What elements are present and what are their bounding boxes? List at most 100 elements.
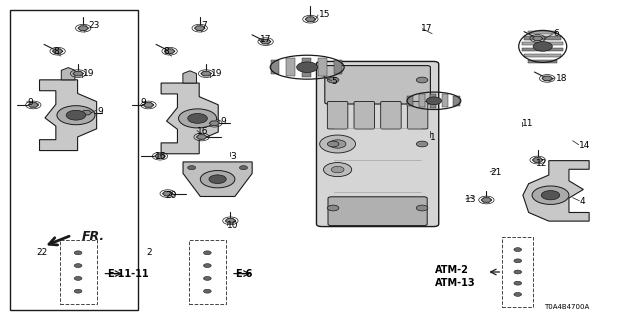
Circle shape bbox=[179, 109, 216, 128]
Polygon shape bbox=[73, 71, 83, 76]
Polygon shape bbox=[52, 49, 63, 53]
Circle shape bbox=[328, 205, 339, 211]
Text: 12: 12 bbox=[536, 159, 548, 168]
Text: 23: 23 bbox=[88, 21, 100, 30]
Text: 14: 14 bbox=[579, 141, 591, 150]
Text: 20: 20 bbox=[165, 191, 177, 200]
Text: 16: 16 bbox=[197, 127, 209, 136]
Circle shape bbox=[74, 276, 82, 280]
Circle shape bbox=[204, 289, 211, 293]
Text: ATM-2: ATM-2 bbox=[435, 265, 469, 276]
Polygon shape bbox=[28, 103, 38, 107]
FancyBboxPatch shape bbox=[327, 101, 348, 129]
Text: 19: 19 bbox=[83, 69, 95, 78]
Circle shape bbox=[532, 186, 569, 204]
Bar bbox=[60, 240, 97, 304]
Circle shape bbox=[209, 175, 227, 183]
Bar bbox=[522, 48, 563, 51]
Text: 11: 11 bbox=[522, 119, 533, 128]
Polygon shape bbox=[260, 39, 271, 44]
Text: 4: 4 bbox=[580, 197, 586, 206]
Bar bbox=[407, 96, 413, 106]
FancyBboxPatch shape bbox=[328, 197, 428, 226]
Text: 13: 13 bbox=[465, 196, 477, 204]
Bar bbox=[302, 58, 311, 77]
Bar bbox=[453, 96, 460, 106]
Circle shape bbox=[514, 281, 522, 285]
Polygon shape bbox=[164, 49, 175, 53]
Circle shape bbox=[329, 140, 346, 148]
Circle shape bbox=[204, 251, 211, 255]
Circle shape bbox=[323, 163, 352, 177]
Bar bbox=[287, 58, 295, 76]
Circle shape bbox=[541, 191, 560, 200]
Text: FR.: FR. bbox=[82, 230, 105, 243]
Text: 10: 10 bbox=[227, 221, 239, 230]
Text: 15: 15 bbox=[319, 10, 330, 19]
Polygon shape bbox=[81, 110, 92, 115]
Bar bbox=[334, 60, 342, 74]
Polygon shape bbox=[195, 26, 205, 30]
Circle shape bbox=[514, 270, 522, 274]
Circle shape bbox=[188, 166, 196, 170]
Text: 3: 3 bbox=[230, 152, 236, 161]
Polygon shape bbox=[163, 191, 173, 196]
Circle shape bbox=[416, 141, 428, 147]
Circle shape bbox=[74, 289, 82, 293]
Polygon shape bbox=[209, 121, 220, 125]
Bar bbox=[442, 94, 448, 107]
FancyBboxPatch shape bbox=[407, 101, 428, 129]
Polygon shape bbox=[305, 17, 316, 21]
Text: 9: 9 bbox=[27, 98, 33, 107]
Polygon shape bbox=[183, 71, 196, 83]
Circle shape bbox=[416, 205, 428, 211]
Polygon shape bbox=[523, 161, 589, 221]
FancyBboxPatch shape bbox=[324, 66, 430, 104]
Circle shape bbox=[66, 110, 86, 120]
Polygon shape bbox=[155, 154, 165, 158]
Bar bbox=[318, 58, 326, 76]
Polygon shape bbox=[201, 71, 211, 76]
Circle shape bbox=[328, 141, 339, 147]
Text: 2: 2 bbox=[146, 248, 152, 257]
Bar bbox=[502, 237, 533, 307]
Text: 1: 1 bbox=[430, 133, 436, 142]
Circle shape bbox=[74, 264, 82, 268]
Text: 9: 9 bbox=[97, 108, 103, 116]
Polygon shape bbox=[161, 83, 218, 154]
Circle shape bbox=[204, 264, 211, 268]
Polygon shape bbox=[61, 68, 75, 80]
Bar bbox=[522, 42, 563, 45]
Circle shape bbox=[239, 166, 248, 170]
Text: 16: 16 bbox=[155, 152, 166, 161]
Text: 9: 9 bbox=[221, 117, 227, 126]
Bar bbox=[10, 10, 138, 310]
Circle shape bbox=[319, 135, 356, 153]
Bar bbox=[430, 94, 436, 108]
Text: 21: 21 bbox=[490, 168, 502, 177]
FancyBboxPatch shape bbox=[381, 101, 401, 129]
Text: 6: 6 bbox=[554, 29, 559, 38]
Bar bbox=[419, 94, 425, 107]
Text: 7: 7 bbox=[202, 21, 207, 30]
Bar bbox=[525, 36, 561, 40]
Text: 22: 22 bbox=[36, 248, 48, 257]
Circle shape bbox=[514, 292, 522, 296]
Text: 8: 8 bbox=[164, 47, 170, 56]
Text: ATM-13: ATM-13 bbox=[435, 278, 476, 288]
Circle shape bbox=[332, 166, 344, 173]
Circle shape bbox=[188, 114, 207, 123]
Circle shape bbox=[426, 97, 442, 105]
Bar bbox=[189, 240, 226, 304]
Circle shape bbox=[200, 171, 235, 188]
Text: 18: 18 bbox=[556, 74, 567, 83]
Text: E-6: E-6 bbox=[236, 268, 253, 279]
Polygon shape bbox=[196, 135, 207, 139]
Text: T0A4B4700A: T0A4B4700A bbox=[544, 304, 589, 310]
FancyBboxPatch shape bbox=[354, 101, 374, 129]
Circle shape bbox=[533, 42, 552, 51]
Polygon shape bbox=[183, 162, 252, 196]
Polygon shape bbox=[542, 76, 552, 81]
Bar bbox=[528, 60, 557, 63]
Text: 8: 8 bbox=[53, 47, 59, 56]
